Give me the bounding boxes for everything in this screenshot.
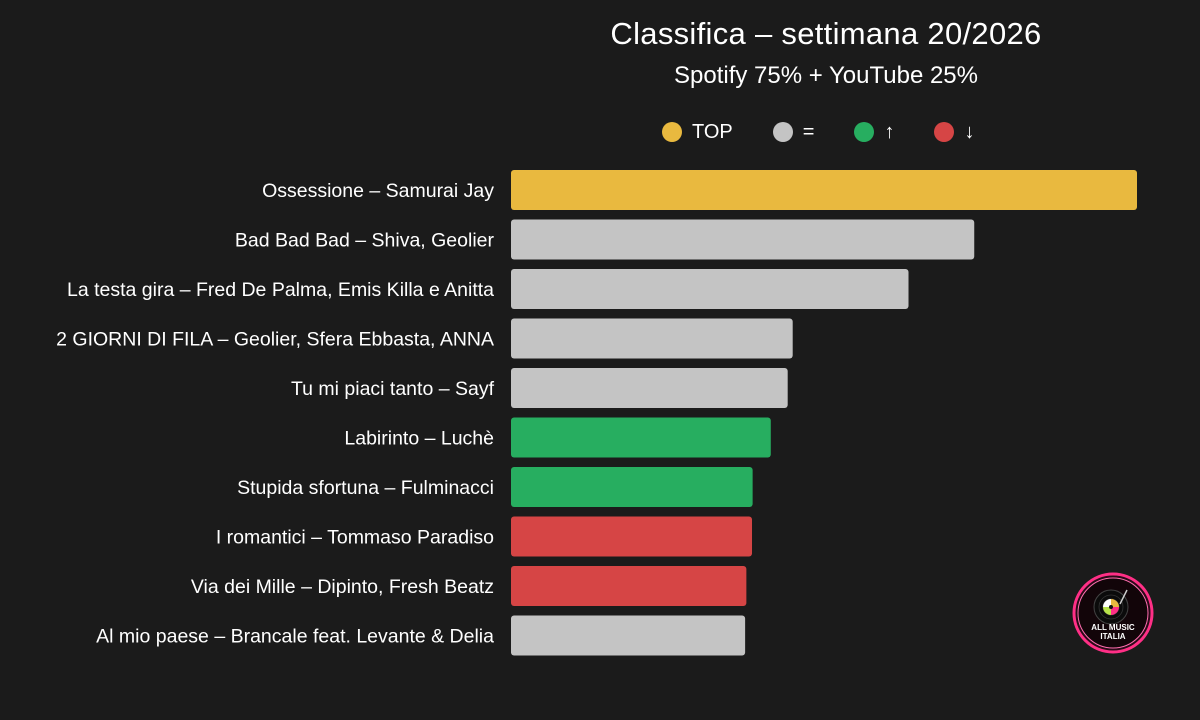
logo-text-line1: ALL MUSIC: [1091, 623, 1135, 632]
bar: [511, 615, 746, 656]
vinyl-record-icon: [1093, 589, 1129, 625]
bar: [511, 219, 975, 260]
legend-item-up: ↑: [854, 121, 894, 144]
all-music-italia-logo: ALL MUSIC ITALIA: [1072, 572, 1154, 654]
bar: [511, 318, 793, 359]
logo-text-line2: ITALIA: [1100, 632, 1125, 641]
legend-dot-same: [772, 122, 793, 142]
category-label: Bad Bad Bad – Shiva, Geolier: [235, 230, 495, 252]
legend: TOP = ↑ ↓: [662, 118, 974, 146]
category-label: Stupida sfortuna – Fulminacci: [237, 477, 494, 499]
category-label: I romantici – Tommaso Paradiso: [216, 527, 494, 549]
category-label: La testa gira – Fred De Palma, Emis Kill…: [67, 279, 494, 301]
legend-label-up: ↑: [884, 120, 895, 143]
legend-item-top: TOP: [662, 121, 733, 144]
category-label: Via dei Mille – Dipinto, Fresh Beatz: [191, 576, 494, 598]
category-label: Ossessione – Samurai Jay: [262, 180, 494, 202]
legend-dot-up: [854, 122, 875, 142]
legend-item-down: ↓: [934, 121, 974, 144]
category-label: 2 GIORNI DI FILA – Geolier, Sfera Ebbast…: [56, 329, 494, 351]
chart-subtitle: Spotify 75% + YouTube 25%: [673, 62, 978, 89]
category-label: Al mio paese – Brancale feat. Levante & …: [96, 626, 494, 648]
legend-label-down: ↓: [964, 120, 975, 143]
legend-dot-top: [662, 122, 682, 142]
legend-label-same: =: [802, 120, 815, 143]
bar: [511, 417, 771, 458]
legend-dot-down: [934, 122, 955, 142]
category-label: Labirinto – Luchè: [344, 428, 494, 450]
bar: [511, 269, 909, 309]
bar: [511, 516, 753, 557]
bar: [511, 566, 747, 606]
chart-title: Classifica – settimana 20/2026: [610, 16, 1042, 51]
legend-item-same: =: [772, 120, 815, 144]
bar: [511, 467, 753, 507]
legend-label-top: TOP: [692, 120, 733, 143]
bar: [511, 368, 788, 408]
bar: [511, 170, 1137, 210]
category-label: Tu mi piaci tanto – Sayf: [291, 378, 495, 400]
